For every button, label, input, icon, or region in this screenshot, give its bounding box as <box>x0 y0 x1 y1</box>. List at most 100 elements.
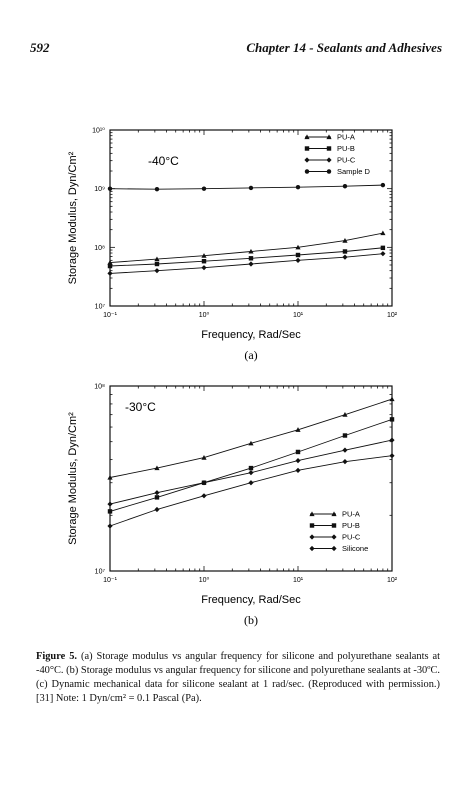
legend-label: PU-C <box>342 533 361 542</box>
data-point <box>342 459 348 465</box>
legend-marker <box>331 523 337 528</box>
y-axis-title: Storage Modulus, Dyn/Cm² <box>67 412 79 545</box>
page-number: 592 <box>30 40 50 55</box>
data-point <box>107 474 113 480</box>
data-point <box>107 263 113 269</box>
data-point <box>201 259 207 264</box>
data-point <box>201 186 207 191</box>
legend-marker <box>326 134 332 140</box>
data-point <box>154 490 160 496</box>
legend-marker <box>326 169 332 174</box>
data-point <box>389 417 395 422</box>
data-point <box>342 249 348 254</box>
legend-label: PU-C <box>337 156 356 165</box>
data-point <box>154 268 160 274</box>
data-point <box>248 248 254 254</box>
legend-marker <box>326 157 332 163</box>
data-point <box>154 506 160 513</box>
x-tick-label: 10² <box>387 312 398 319</box>
data-point <box>154 465 160 471</box>
x-tick-label: 10² <box>387 577 398 584</box>
data-point <box>248 480 254 486</box>
data-point <box>342 184 348 189</box>
data-point <box>342 433 348 438</box>
data-point <box>154 261 160 267</box>
data-point <box>154 186 160 192</box>
temperature-annotation: -40°C <box>148 154 179 168</box>
legend-marker <box>304 146 310 151</box>
chart-panel-a: 10⁻¹ 10⁰ 10¹ 10² 10⁷ 10⁸ 10⁹ 10¹⁰ Frequency, Rad… <box>67 127 398 363</box>
legend-marker <box>309 523 315 528</box>
legend-marker <box>304 134 310 140</box>
data-point <box>107 501 113 507</box>
data-point <box>107 259 113 265</box>
legend-label: PU-A <box>342 510 360 519</box>
data-point <box>295 458 301 464</box>
legend-marker <box>309 511 315 517</box>
data-point <box>342 447 348 453</box>
data-point <box>295 244 301 250</box>
data-point <box>342 238 348 243</box>
data-point <box>295 467 301 473</box>
data-point <box>389 453 395 459</box>
data-point <box>248 261 254 267</box>
data-point <box>201 265 207 271</box>
data-point <box>295 184 301 190</box>
caption-label: Figure 5. <box>36 651 78 662</box>
data-point <box>248 440 254 446</box>
legend-marker <box>331 534 337 540</box>
chart-panel-b: 10⁻¹ 10⁰ 10¹ 10² 10⁷ 10⁸ Frequency, Rad/Sec Sto… <box>67 384 398 628</box>
y-tick-label: 10⁷ <box>95 304 106 311</box>
x-axis-title: Frequency, Rad/Sec <box>201 329 301 341</box>
x-tick-label: 10⁻¹ <box>103 312 117 319</box>
data-point <box>295 427 301 432</box>
legend-label: PU-B <box>342 521 360 530</box>
plot-frame <box>109 129 393 307</box>
data-point <box>248 185 254 191</box>
series-line-2 <box>109 253 383 274</box>
data-point <box>201 253 207 258</box>
x-tick-label: 10⁰ <box>199 311 210 319</box>
x-axis-title: Frequency, Rad/Sec <box>201 594 301 606</box>
series-line-3 <box>109 184 383 190</box>
caption-text: (a) Storage modulus vs angular frequency… <box>36 651 440 704</box>
data-point <box>107 523 113 529</box>
data-point <box>248 256 254 261</box>
data-point <box>380 245 386 251</box>
data-point <box>295 449 301 455</box>
figure-caption: Figure 5. (a) Storage modulus vs angular… <box>36 650 440 706</box>
y-tick-label: 10⁸ <box>94 245 105 252</box>
legend-label: PU-A <box>337 133 355 142</box>
legend-marker <box>309 534 315 540</box>
data-point <box>380 251 386 257</box>
data-point <box>248 465 254 471</box>
legend-marker <box>331 511 337 517</box>
data-point <box>154 495 160 500</box>
data-point <box>248 470 254 476</box>
data-point <box>380 230 386 236</box>
legend-label: Silicone <box>342 544 368 553</box>
y-tick-label: 10⁷ <box>95 569 106 576</box>
data-point <box>107 509 113 514</box>
chapter-title: Chapter 14 - Sealants and Adhesives <box>246 40 442 55</box>
legend-label: Sample D <box>337 167 371 176</box>
page-header: 592 Chapter 14 - Sealants and Adhesives <box>30 40 442 60</box>
legend-label: PU-B <box>337 144 355 153</box>
temperature-annotation: -30°C <box>125 400 156 414</box>
legend-marker <box>304 157 310 163</box>
data-point <box>201 455 207 460</box>
data-point <box>342 254 348 260</box>
legend-marker <box>326 146 332 151</box>
legend-marker <box>309 545 315 552</box>
data-point <box>295 252 301 258</box>
data-point <box>342 412 348 417</box>
data-point <box>154 256 160 262</box>
data-point <box>389 396 395 402</box>
x-tick-label: 10⁰ <box>199 576 210 584</box>
series-line-1 <box>109 247 383 267</box>
panel-label: (b) <box>244 613 258 627</box>
y-axis-title: Storage Modulus, Dyn/Cm² <box>67 151 79 284</box>
data-point <box>201 493 207 499</box>
data-point <box>107 270 113 276</box>
y-tick-label: 10⁹ <box>94 186 105 193</box>
